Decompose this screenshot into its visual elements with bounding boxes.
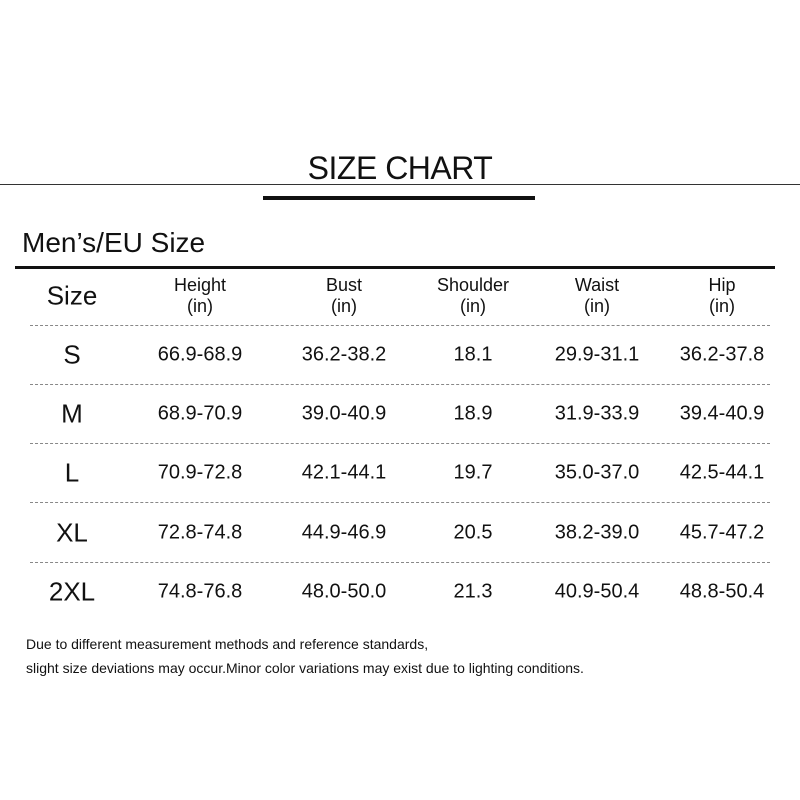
cell-value: 45.7-47.2 [679,521,765,544]
header-name: Bust [325,275,363,295]
note-line: slight size deviations may occur.Minor c… [26,660,584,676]
row-divider [30,562,770,563]
size-label: L [64,457,80,488]
size-label: S [63,339,81,370]
header-unit: (in) [584,296,610,316]
note-line: Due to different measurement methods and… [26,636,429,652]
cell-value: 39.4-40.9 [679,402,765,425]
cell-value: 38.2-39.0 [554,521,640,544]
size-label: M [61,398,83,429]
row-divider [30,443,770,444]
header-unit: (in) [460,296,486,316]
column-header: Waist (in) [575,275,619,317]
rule [0,184,800,185]
cell-value: 40.9-50.4 [554,580,640,603]
column-header: Hip (in) [708,275,735,317]
header-unit: (in) [187,296,213,316]
cell-value: 18.1 [453,343,493,366]
cell-value: 48.8-50.4 [679,580,765,603]
row-divider [30,384,770,385]
cell-value: 42.5-44.1 [679,461,765,484]
cell-value: 70.9-72.8 [157,461,243,484]
cell-value: 31.9-33.9 [554,402,640,425]
table-rule [15,266,775,269]
cell-value: 48.0-50.0 [301,580,387,603]
table-title: Men’s/EU Size [22,227,206,258]
cell-value: 68.9-70.9 [157,402,243,425]
cell-value: 66.9-68.9 [157,343,243,366]
header-name: Shoulder [436,275,510,295]
size-label: XL [56,517,88,548]
header-unit: (in) [708,296,735,316]
column-header: Size [46,280,98,311]
column-header: Bust (in) [326,275,362,317]
column-header: Shoulder (in) [437,275,509,317]
rule-accent [263,196,535,200]
row-divider [30,502,770,503]
row-divider [30,325,770,326]
header-name: Hip [708,275,736,295]
header-name: Waist [574,275,620,295]
title: SIZE CHART [307,150,493,186]
cell-value: 35.0-37.0 [554,461,640,484]
column-header: Height (in) [174,275,226,317]
cell-value: 39.0-40.9 [301,402,387,425]
size-label: 2XL [48,576,96,607]
cell-value: 42.1-44.1 [301,461,387,484]
cell-value: 19.7 [453,461,493,484]
header-name: Height [173,275,227,295]
cell-value: 74.8-76.8 [157,580,243,603]
cell-value: 44.9-46.9 [301,521,387,544]
cell-value: 29.9-31.1 [554,343,640,366]
cell-value: 18.9 [453,402,493,425]
cell-value: 36.2-38.2 [301,343,387,366]
cell-value: 36.2-37.8 [679,343,765,366]
header-unit: (in) [331,296,357,316]
cell-value: 20.5 [453,521,493,544]
cell-value: 72.8-74.8 [157,521,243,544]
cell-value: 21.3 [453,580,493,603]
